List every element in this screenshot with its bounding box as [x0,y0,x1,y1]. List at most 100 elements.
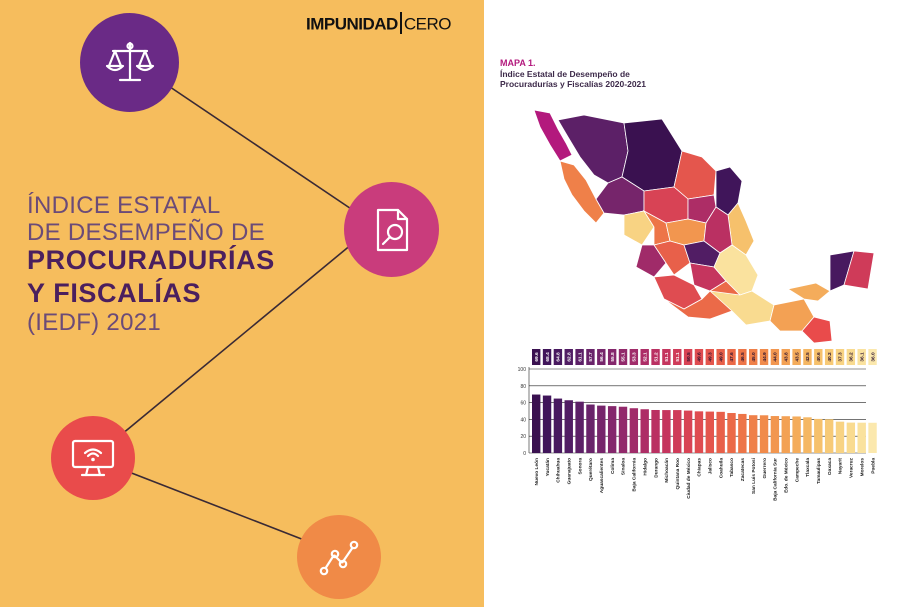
data-label-box [792,349,801,365]
bar [835,421,845,453]
mexico-map [533,109,875,344]
bar [727,413,736,453]
bar [553,398,563,453]
x-tick-label: Coahuila [718,458,724,479]
y-tick-label: 20 [520,434,526,440]
data-label: 36.2 [849,352,855,362]
data-label: 36.1 [859,352,865,362]
bar [532,394,541,453]
logo-bold-text: IMPUNIDAD [306,14,398,34]
data-label: 40.6 [816,352,822,362]
logo-light-text: CERO [403,14,452,34]
bar [575,401,584,453]
data-label-box [586,349,595,365]
data-label: 37.3 [838,352,844,362]
y-tick-label: 80 [520,384,526,390]
impunidad-cero-logo: IMPUNIDAD CERO [306,12,452,36]
bar [824,419,834,453]
data-label: 56.4 [599,352,605,362]
x-tick-label: Quintana Roo [675,458,681,490]
bar [651,409,660,453]
cover-title-line2: DE DESEMPEÑO DE [27,219,265,246]
data-label-box [575,349,584,365]
data-label-box [716,349,725,365]
data-label-box [542,349,552,365]
bar [814,418,823,453]
x-tick-label: Hidalgo [642,458,648,476]
data-label-box [824,349,834,365]
bar [792,416,801,453]
x-tick-label: Edo. de México [783,458,789,493]
data-label: 43.5 [794,352,800,362]
x-tick-label: Nuevo León [534,458,540,486]
bar [607,406,617,453]
document-search-icon [344,182,439,277]
data-label: 51.2 [653,352,659,362]
cover-title-line1: ÍNDICE ESTATAL [27,192,221,219]
cover-title-line4: Y FISCALÍAS [27,278,202,308]
data-label-box [683,349,693,365]
data-label: 49.0 [718,352,724,362]
data-label-box [738,349,747,365]
data-label-box [651,349,660,365]
data-label: 50.5 [686,352,692,362]
x-tick-label: Tamaulipas [816,458,822,484]
data-label: 64.8 [556,352,562,362]
bar [868,422,877,453]
x-tick-label: Tlaxcala [805,458,811,477]
data-label: 61.1 [577,352,583,362]
y-tick-label: 100 [518,367,527,373]
x-tick-label: Aguascalientes [599,458,605,494]
data-label-box [868,349,877,365]
x-tick-label: Campeche [794,458,800,483]
data-label: 52.1 [642,352,648,362]
x-tick-label: Durango [653,458,659,478]
bar [586,404,595,453]
bar [694,411,704,453]
map-subtitle-line1: Índice Estatal de Desempeño de [500,69,630,79]
logo-divider [399,12,402,34]
cover-title-line5: (IEDF) 2021 [27,309,162,336]
bar [618,406,628,453]
data-label: 46.5 [740,352,746,362]
data-label-box [705,349,714,365]
data-label-box [640,349,649,365]
data-label-box [629,349,639,365]
monitor-wifi-icon [51,416,135,500]
data-label-box [673,349,682,365]
bar [640,409,649,453]
data-label: 51.1 [664,352,670,362]
data-label-box [618,349,628,365]
bar [857,422,866,453]
data-label-box [553,349,563,365]
x-tick-label: Baja California [632,458,638,492]
x-tick-label: San Luis Potosí [751,457,757,494]
data-label-box [749,349,758,365]
data-label: 68.4 [545,352,551,362]
bar [749,415,758,453]
y-tick-label: 40 [520,417,526,423]
bar [759,415,769,453]
data-label-box [662,349,671,365]
x-tick-label: Puebla [870,458,876,474]
scales-icon [80,13,179,112]
data-label: 55.8 [610,352,616,362]
data-label-box [694,349,704,365]
data-label: 69.6 [534,352,540,362]
report-page: MAPA 1. Índice Estatal de Desempeño de P… [484,0,909,607]
x-tick-label: Tabasco [729,458,735,477]
x-tick-label: Jalisco [708,458,714,474]
x-tick-label: Ciudad de México [686,458,692,499]
x-tick-label: Colima [610,458,616,474]
data-label-box [727,349,736,365]
x-tick-label: Sonora [577,458,583,475]
bar [705,411,714,453]
data-label-box [857,349,866,365]
map-title: MAPA 1. [500,58,536,68]
x-tick-label: Baja California Sur [773,458,779,501]
data-label-box [759,349,769,365]
data-label: 42.5 [805,352,811,362]
data-label: 47.6 [729,352,735,362]
data-label-box [803,349,812,365]
bar [597,405,606,453]
